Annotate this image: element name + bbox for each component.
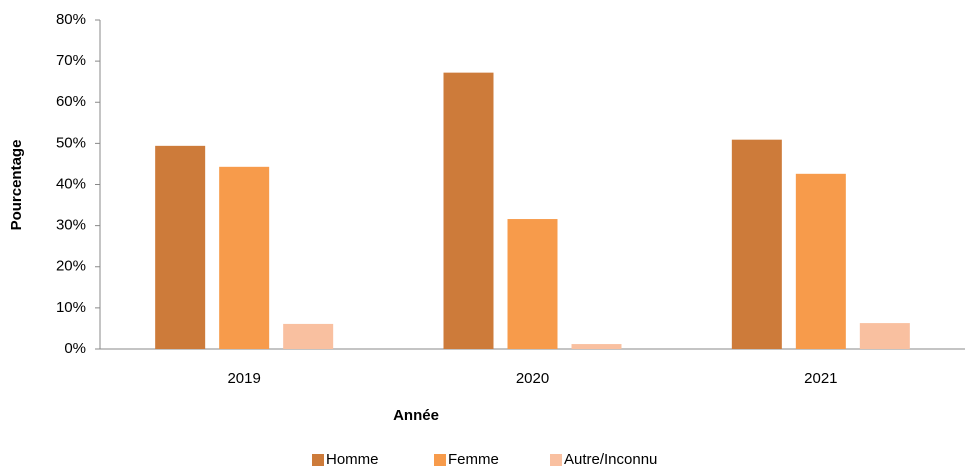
y-tick-label: 10% xyxy=(56,299,86,316)
x-axis-title: Année xyxy=(393,407,439,424)
bar xyxy=(859,323,910,349)
legend-label: Homme xyxy=(326,451,379,468)
y-axis-title: Pourcentage xyxy=(8,140,25,231)
legend-swatch xyxy=(312,454,324,466)
y-tick-label: 40% xyxy=(56,175,86,192)
bar xyxy=(731,139,782,349)
legend-swatch xyxy=(550,454,562,466)
bar xyxy=(443,72,494,349)
y-tick-label: 20% xyxy=(56,258,86,275)
bar xyxy=(283,323,334,349)
bar xyxy=(219,166,270,349)
y-tick-label: 80% xyxy=(56,11,86,28)
bar xyxy=(571,344,622,349)
y-tick-label: 60% xyxy=(56,93,86,110)
legend-swatch xyxy=(434,454,446,466)
bar xyxy=(155,145,206,349)
y-tick-label: 50% xyxy=(56,134,86,151)
legend-label: Autre/Inconnu xyxy=(564,451,657,468)
legend-label: Femme xyxy=(448,451,499,468)
bar xyxy=(795,173,846,349)
x-tick-label: 2021 xyxy=(804,370,837,387)
x-tick-label: 2020 xyxy=(516,370,549,387)
y-tick-label: 30% xyxy=(56,217,86,234)
y-tick-label: 0% xyxy=(64,340,86,357)
x-tick-label: 2019 xyxy=(227,370,260,387)
y-tick-label: 70% xyxy=(56,52,86,69)
bar xyxy=(507,219,558,349)
